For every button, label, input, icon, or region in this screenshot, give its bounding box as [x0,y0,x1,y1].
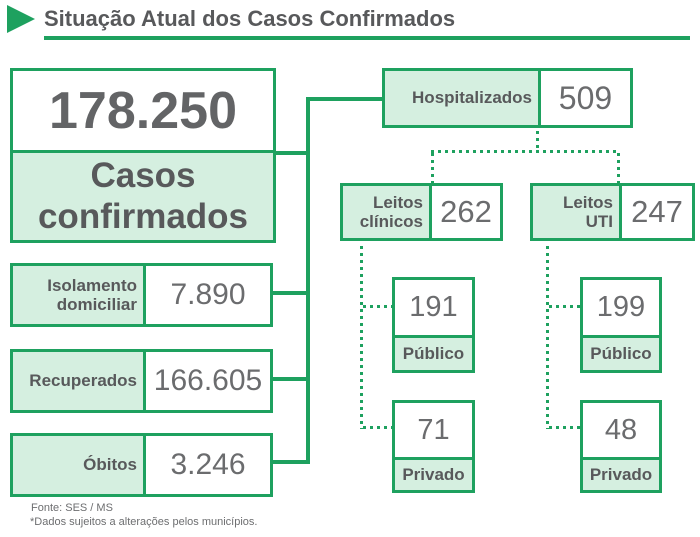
connector-confirmed-line [276,151,308,155]
dotted-clinical-spine-line [360,246,363,429]
dotted-icu-public-line [549,305,580,308]
connector-hospitalized-line [308,97,382,101]
dotted-clinical-drop-line [431,153,434,183]
confirmed-cases-box: 178.250 Casos confirmados [10,68,276,243]
connector-deaths-line [273,460,308,464]
footer-note: *Dados sujeitos a alterações pelos munic… [30,516,258,528]
clinical-private-box: 71 Privado [392,400,475,493]
clinical-beds-box: Leitos clínicos 262 [340,183,503,241]
isolation-value: 7.890 [146,266,270,324]
deaths-box: Óbitos 3.246 [10,433,273,497]
hospitalized-value: 509 [541,71,630,125]
icu-public-label: Público [583,338,659,370]
title-underline [44,36,690,40]
deaths-label: Óbitos [13,436,146,494]
icu-beds-label: Leitos UTI [533,186,622,238]
clinical-public-box: 191 Público [392,277,475,373]
icu-public-value: 199 [583,280,659,338]
icu-private-label: Privado [583,460,659,490]
connector-trunk-line [306,97,310,464]
dotted-icu-spine-line [546,246,549,429]
confirmed-cases-label: Casos confirmados [13,153,273,240]
icu-private-value: 48 [583,403,659,460]
clinical-public-label: Público [395,338,472,370]
recovered-label: Recuperados [13,352,146,410]
hospitalized-label: Hospitalizados [385,71,541,125]
clinical-private-value: 71 [395,403,472,460]
isolation-label: Isolamento domiciliar [13,266,146,324]
footer-source: Fonte: SES / MS [31,502,113,514]
clinical-public-value: 191 [395,280,472,338]
connector-recovered-line [273,377,308,381]
page-title: Situação Atual dos Casos Confirmados [44,6,456,31]
recovered-value: 166.605 [146,352,270,410]
dotted-clinical-public-line [363,305,392,308]
icu-public-box: 199 Público [580,277,662,373]
title-triangle-icon [7,5,35,33]
deaths-value: 3.246 [146,436,270,494]
icu-beds-value: 247 [622,186,692,238]
dotted-hospitalized-drop-line [536,131,539,152]
dotted-clinical-private-line [363,426,392,429]
clinical-private-label: Privado [395,460,472,490]
icu-beds-box: Leitos UTI 247 [530,183,695,241]
dotted-icu-drop-line [617,153,620,183]
confirmed-cases-value: 178.250 [13,71,273,153]
icu-private-box: 48 Privado [580,400,662,493]
isolation-box: Isolamento domiciliar 7.890 [10,263,273,327]
clinical-beds-value: 262 [432,186,500,238]
clinical-beds-label: Leitos clínicos [343,186,432,238]
hospitalized-box: Hospitalizados 509 [382,68,633,128]
dotted-beds-span-line [431,150,620,153]
dotted-icu-private-line [549,426,580,429]
recovered-box: Recuperados 166.605 [10,349,273,413]
connector-isolation-line [273,291,308,295]
